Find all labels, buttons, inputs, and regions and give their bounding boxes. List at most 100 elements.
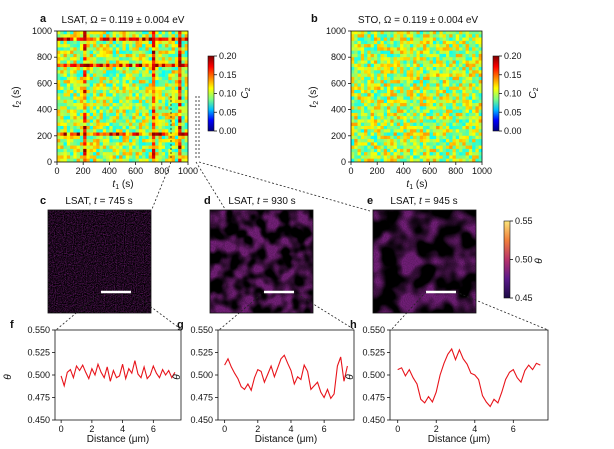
heatmap-cell [132, 34, 136, 38]
heatmap-cell [373, 34, 378, 38]
heatmap-cell [96, 80, 100, 84]
heatmap-cell [132, 53, 136, 58]
heatmap-cell [387, 109, 391, 114]
heatmap-cell [390, 106, 394, 110]
heatmap-cell [436, 155, 440, 159]
heatmap-cell [406, 37, 411, 41]
heatmap-cell [165, 53, 169, 58]
heatmap-cell [416, 40, 420, 45]
heatmap-cell [390, 76, 394, 81]
heatmap-cell [86, 70, 90, 74]
heatmap-cell [445, 109, 450, 114]
heatmap-cell [445, 116, 450, 120]
heatmap-cell [142, 106, 146, 110]
heatmap-cell [416, 129, 420, 133]
heatmap-cell [475, 34, 479, 38]
heatmap-cell [76, 125, 81, 130]
heatmap-cell [367, 142, 371, 146]
heatmap-cell [416, 89, 420, 94]
heatmap-cell [168, 122, 172, 127]
heatmap-cell [475, 67, 479, 71]
heatmap-cell [383, 145, 388, 150]
heatmap-cell [380, 89, 384, 94]
heatmap-cell [138, 135, 143, 140]
heatmap-cell [132, 89, 136, 94]
heatmap-cell [129, 67, 133, 71]
heatmap-cell [383, 80, 388, 84]
heatmap-cell [403, 47, 407, 51]
heatmap-cell [174, 67, 179, 71]
heatmap-cell [135, 34, 140, 38]
heatmap-cell [409, 37, 414, 41]
heatmap-cell [452, 125, 456, 130]
heatmap-cell [135, 31, 140, 35]
heatmap-cell [102, 44, 107, 48]
heatmap-cell [184, 158, 189, 163]
heatmap-cell [168, 119, 172, 123]
heatmap-cell [138, 112, 143, 117]
heatmap-cell [60, 142, 64, 146]
heatmap-cell [129, 76, 133, 81]
heatmap-cell [86, 76, 90, 81]
heatmap-cell [73, 44, 77, 48]
heatmap-cell [86, 109, 90, 114]
heatmap-cell [475, 122, 479, 127]
heatmap-cell [155, 116, 159, 120]
heatmap-cell [416, 57, 420, 61]
heatmap-cell [475, 103, 479, 107]
heatmap-cell [452, 148, 456, 153]
heatmap-cell [409, 96, 414, 100]
heatmap-cell [158, 53, 162, 58]
heatmap-cell [109, 93, 113, 97]
heatmap-cell [145, 122, 149, 127]
heatmap-c [47, 209, 152, 314]
heatmap-cell [181, 34, 185, 38]
heatmap-cell [79, 125, 84, 130]
heatmap-cell [449, 109, 453, 114]
heatmap-cell [423, 73, 427, 77]
heatmap-cell [449, 34, 453, 38]
heatmap-cell [155, 86, 159, 91]
heatmap-cell [416, 93, 420, 97]
heatmap-cell [380, 76, 384, 81]
heatmap-cell [478, 60, 483, 64]
heatmap-cell [115, 96, 120, 100]
heatmap-cell [158, 109, 162, 114]
heatmap-cell [76, 37, 81, 41]
heatmap-cell [57, 83, 61, 87]
heatmap-cell [419, 37, 424, 41]
heatmap-cell [138, 106, 143, 110]
heatmap-cell [449, 122, 453, 127]
heatmap-cell [168, 139, 172, 143]
heatmap-cell [135, 70, 140, 74]
heatmap-cell [155, 106, 159, 110]
heatmap-cell [449, 145, 453, 150]
heatmap-cell [354, 37, 358, 41]
heatmap-cell [396, 67, 401, 71]
heatmap-cell [174, 122, 179, 127]
heatmap-cell [383, 76, 388, 81]
heatmap-cell [122, 142, 126, 146]
heatmap-cell [449, 67, 453, 71]
heatmap-cell [393, 106, 397, 110]
heatmap-cell [475, 73, 479, 77]
colorbar-tick-label: 0.10 [219, 89, 237, 99]
heatmap-cell [403, 119, 407, 123]
heatmap-cell [171, 129, 176, 133]
heatmap-cell [132, 67, 136, 71]
heatmap-cell [377, 103, 381, 107]
heatmap-cell [364, 80, 368, 84]
heatmap-cell [449, 76, 453, 81]
heatmap-cell [178, 119, 182, 123]
heatmap-cell [63, 93, 67, 97]
heatmap-cell [161, 31, 166, 35]
heatmap-cell [158, 80, 162, 84]
heatmap-cell [145, 86, 149, 91]
heatmap-cell [393, 135, 397, 140]
heatmap-cell [409, 103, 414, 107]
heatmap-cell [432, 139, 437, 143]
heatmap-cell [419, 47, 424, 51]
heatmap-cell [383, 50, 388, 55]
heatmap-cell [423, 93, 427, 97]
heatmap-cell [102, 83, 107, 87]
